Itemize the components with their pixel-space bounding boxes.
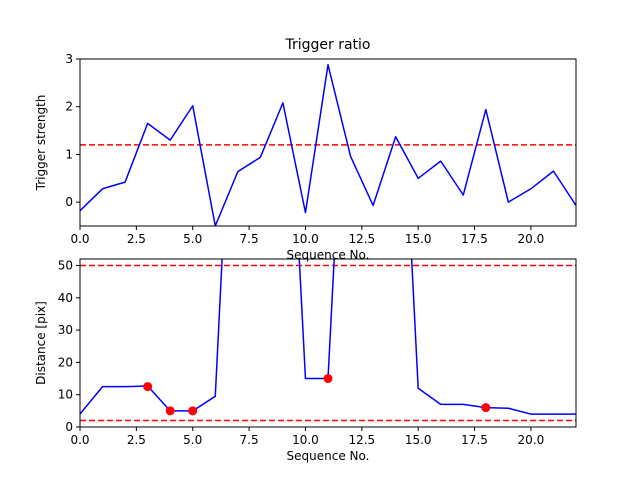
marker-point-1 — [143, 382, 153, 392]
y-axis-label: Trigger strength — [34, 95, 48, 192]
y-tick-label: 0 — [65, 195, 73, 209]
axes-frame — [79, 258, 577, 428]
x-tick-label: 7.5 — [240, 433, 259, 447]
x-tick-label: 17.5 — [461, 433, 488, 447]
y-tick-label: 1 — [65, 147, 73, 161]
x-tick-label: 2.5 — [127, 232, 146, 246]
y-tick-label: 30 — [58, 323, 73, 337]
x-tick-label: 20.0 — [518, 232, 545, 246]
y-tick-label: 40 — [58, 291, 73, 305]
y-tick-label: 50 — [58, 258, 73, 272]
x-tick-label: 17.5 — [461, 232, 488, 246]
subplot-1: 0.0 2.5 5.0 7.5 10.0 12.5 15.0 17.5 20.0 0 1 2 3 Trig… — [34, 37, 577, 262]
y-tick-label: 20 — [58, 355, 73, 369]
y-axis-label: Distance [pix] — [34, 301, 48, 385]
x-tick-label: 0.0 — [70, 433, 89, 447]
plot-area — [80, 259, 576, 422]
x-axis-label: Sequence No. — [287, 449, 370, 463]
x-tick-label: 10.0 — [292, 433, 319, 447]
x-tick-label: 5.0 — [183, 433, 202, 447]
x-tick-label: 12.5 — [348, 433, 375, 447]
y-tick-label: 2 — [65, 100, 73, 114]
subplot-2: 0.0 2.5 5.0 7.5 10.0 12.5 15.0 17.5 20.0 0 10 20 30 4… — [34, 258, 577, 463]
series-line-1 — [80, 63, 576, 226]
x-tick-label: 20.0 — [518, 433, 545, 447]
x-tick-label: 5.0 — [183, 232, 202, 246]
x-tick-label: 12.5 — [348, 232, 375, 246]
marker-point-5 — [481, 403, 491, 413]
x-tick-label: 15.0 — [405, 433, 432, 447]
x-tick-label: 7.5 — [240, 232, 259, 246]
x-tick-label: 10.0 — [292, 232, 319, 246]
marker-point-3 — [188, 406, 198, 416]
x-tick-label: 15.0 — [405, 232, 432, 246]
chart-title: Trigger ratio — [284, 37, 370, 53]
marker-point-2 — [165, 406, 175, 416]
y-tick-label: 10 — [58, 388, 73, 402]
y-tick-label: 3 — [65, 52, 73, 66]
plot-area — [80, 63, 576, 226]
y-tick-label: 0 — [65, 420, 73, 434]
x-tick-label: 2.5 — [127, 433, 146, 447]
x-tick-label: 0.0 — [70, 232, 89, 246]
axes-frame — [79, 58, 577, 227]
marker-point-4 — [323, 374, 333, 384]
